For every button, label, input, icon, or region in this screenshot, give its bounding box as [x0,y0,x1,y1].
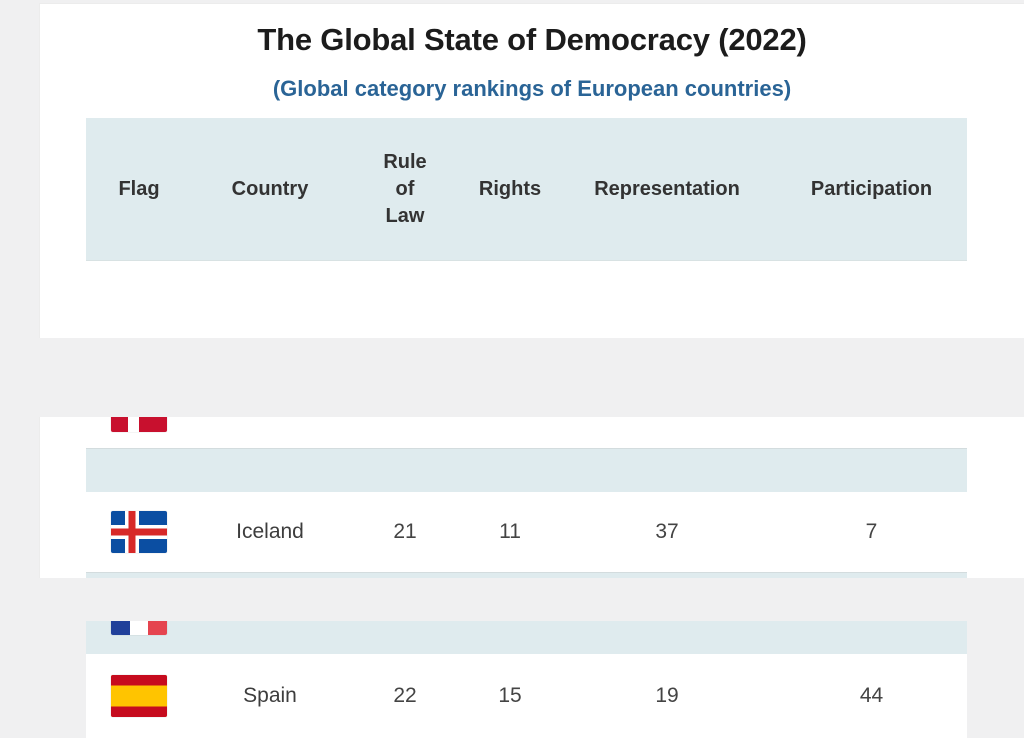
column-header-rule-of-law: Rule of Law [348,149,462,230]
iceland-flag-icon [111,511,167,553]
representation-rank: 19 [655,684,679,707]
column-header-rule-of-law-label: Rule of Law [383,150,427,227]
page-subtitle: (Global category rankings of European co… [272,76,792,101]
table-row-iceland: Iceland 21 11 37 7 [86,492,967,574]
table-header-row: Flag Country Rule of Law Rights Represen… [86,118,967,261]
participation-rank: 44 [859,684,884,707]
page-title: The Global State of Democracy (2022) [257,22,807,57]
column-header-flag: Flag [118,177,160,200]
country-name: Spain [243,684,297,707]
column-header-participation: Participation [810,177,933,200]
content-card: The Global State of Democracy (2022) (Gl… [40,4,1024,738]
rule-of-law-rank: 22 [393,684,417,707]
participation-rank: 7 [865,520,878,543]
rights-rank: 11 [499,520,521,543]
column-header-country: Country [231,177,309,200]
gray-overlay-band-top [0,338,1024,417]
spain-flag-icon [111,675,167,717]
representation-rank: 37 [655,520,679,543]
table-row-spain: Spain 22 15 19 44 [86,654,967,738]
rule-of-law-rank: 21 [393,520,417,543]
rights-rank: 15 [498,684,522,707]
gray-overlay-band-bottom [0,578,1024,621]
column-header-rights: Rights [478,177,542,200]
country-name: Iceland [236,520,304,543]
column-header-representation: Representation [594,177,740,200]
